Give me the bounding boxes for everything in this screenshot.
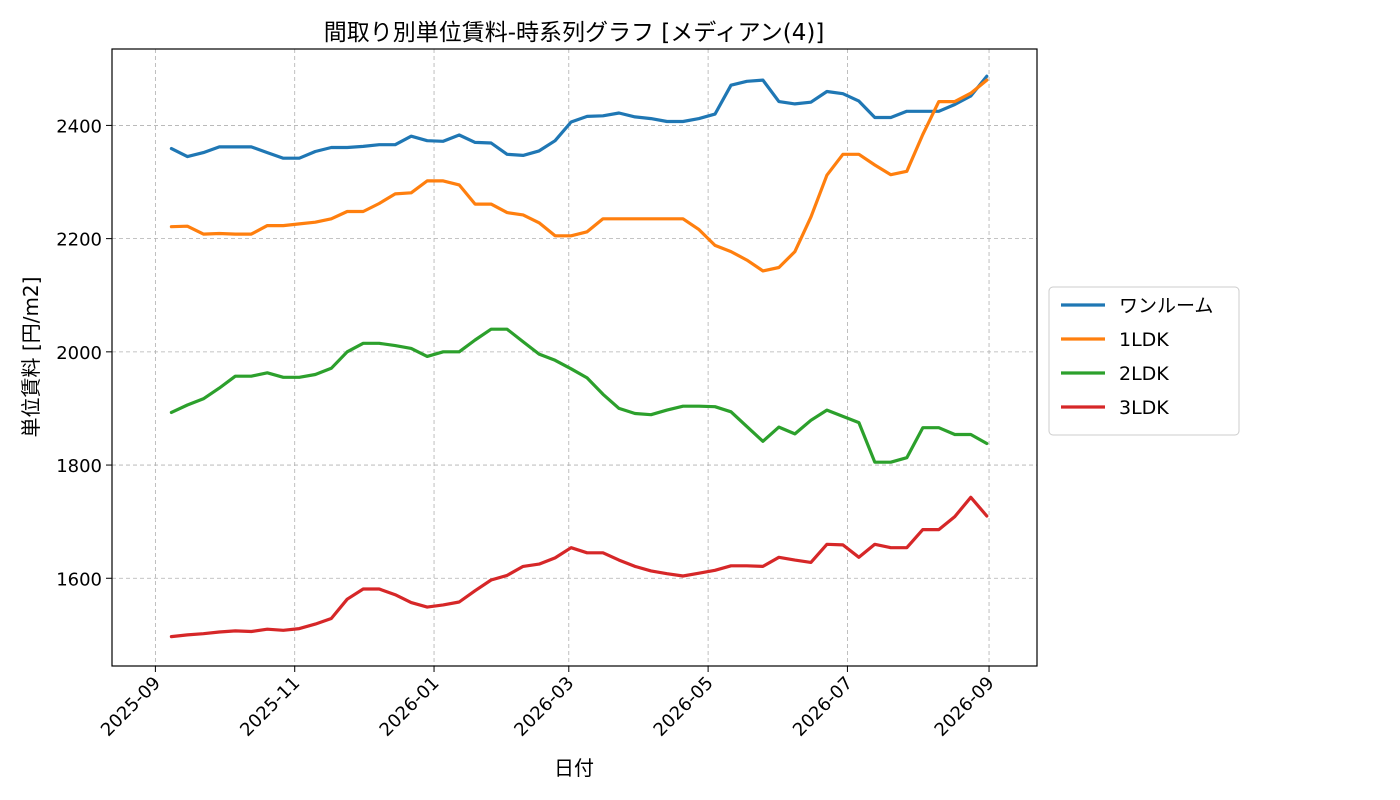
legend-entry: 3LDK	[1119, 397, 1169, 419]
x-tick-label: 2026-01	[376, 673, 444, 741]
y-tick-label: 2000	[56, 343, 102, 364]
x-axis-label: 日付	[554, 756, 594, 780]
series-line	[169, 74, 989, 160]
series-lines	[169, 74, 989, 639]
legend: ワンルーム 1LDK 2LDK 3LDK	[1048, 286, 1240, 436]
x-tick-label: 2026-05	[650, 673, 718, 741]
x-tick-label: 2025-11	[236, 673, 304, 741]
series-line	[169, 495, 989, 639]
chart-title: 間取り別単位賃料-時系列グラフ [メディアン(4)]	[324, 20, 825, 46]
y-tick-label: 2200	[56, 230, 102, 251]
x-tick-label: 2025-09	[97, 673, 165, 741]
y-axis-label: 単位賃料 [円/m2]	[19, 277, 43, 438]
legend-box	[1048, 286, 1240, 436]
plot-frame	[111, 48, 1038, 667]
y-tick-label: 1600	[56, 569, 102, 590]
legend-entry: 2LDK	[1119, 363, 1169, 385]
legend-entry: ワンルーム	[1119, 295, 1213, 317]
x-tick-label: 2026-07	[789, 673, 857, 741]
x-tick-label: 2026-09	[931, 673, 999, 741]
series-line	[169, 78, 989, 273]
y-tick-label: 1800	[56, 456, 102, 477]
x-tick-label: 2026-03	[510, 673, 578, 741]
grid	[112, 49, 1037, 666]
series-line	[169, 327, 989, 464]
y-tick-label: 2400	[56, 116, 102, 137]
legend-entry: 1LDK	[1119, 329, 1169, 351]
x-axis: 2025-09 2025-11 2026-01 2026-03 2026-05 2026-…	[97, 666, 999, 741]
y-axis: 1600 1800 2000 2200 2400	[56, 116, 112, 590]
